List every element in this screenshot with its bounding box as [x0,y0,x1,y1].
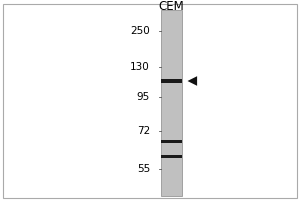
Text: 55: 55 [137,164,150,174]
Polygon shape [188,76,197,86]
Bar [160,140,182,142]
Text: 250: 250 [130,26,150,36]
Text: 130: 130 [130,62,150,72]
Bar [160,10,182,196]
Bar [160,79,182,83]
Text: CEM: CEM [158,0,184,14]
Text: 72: 72 [137,126,150,136]
Text: 95: 95 [137,92,150,102]
Bar [160,155,182,158]
